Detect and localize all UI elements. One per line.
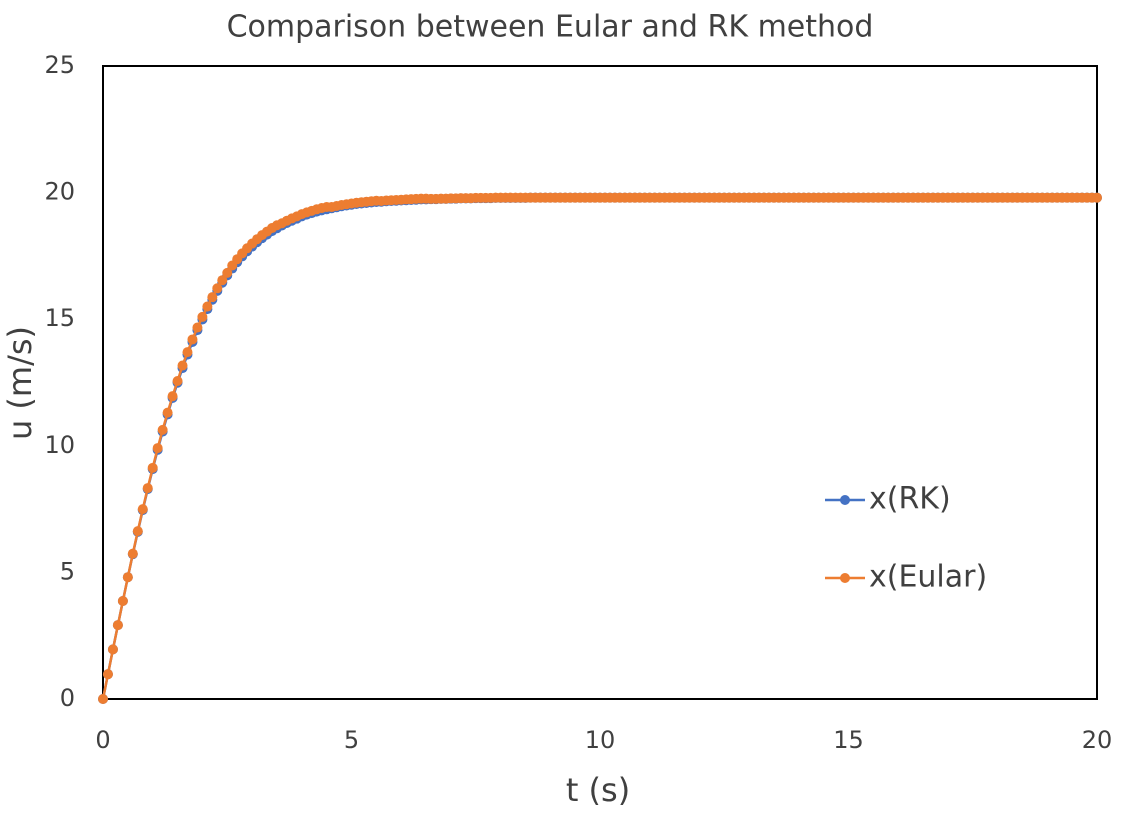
data-point xyxy=(122,572,133,583)
data-point xyxy=(142,483,153,494)
x-tick-label: 5 xyxy=(344,726,359,754)
data-point xyxy=(222,267,233,278)
data-point xyxy=(147,462,158,473)
y-tick-label: 25 xyxy=(44,51,75,79)
data-point xyxy=(217,275,228,286)
legend-marker xyxy=(840,573,850,583)
data-point xyxy=(132,526,143,537)
y-tick-label: 0 xyxy=(60,684,75,712)
data-point xyxy=(202,301,213,312)
plot-frame xyxy=(102,65,1098,700)
data-point xyxy=(177,360,188,371)
x-tick-label: 20 xyxy=(1082,726,1113,754)
y-tick-label: 15 xyxy=(44,304,75,332)
data-point xyxy=(207,292,218,303)
data-point xyxy=(102,669,113,680)
data-point xyxy=(197,311,208,322)
data-point xyxy=(1092,192,1102,203)
y-tick-label: 20 xyxy=(44,178,75,206)
data-point xyxy=(157,424,168,435)
x-tick-label: 15 xyxy=(833,726,864,754)
data-point xyxy=(187,334,198,345)
x-axis-label: t (s) xyxy=(566,771,630,809)
data-point xyxy=(117,596,128,607)
data-point xyxy=(167,391,178,402)
data-point xyxy=(192,322,203,333)
y-tick-label: 5 xyxy=(60,557,75,585)
data-point xyxy=(112,620,123,631)
data-point xyxy=(152,443,163,454)
data-point xyxy=(98,694,108,704)
series-line xyxy=(101,196,1097,700)
data-point xyxy=(162,407,173,418)
data-point xyxy=(137,504,148,515)
data-point xyxy=(107,644,118,655)
data-point xyxy=(172,375,183,386)
x-tick-label: 0 xyxy=(95,726,110,754)
legend-label: x(RK) xyxy=(869,482,951,517)
data-point xyxy=(212,283,223,294)
data-point xyxy=(127,548,138,559)
data-point xyxy=(182,347,193,358)
legend-label: x(Eular) xyxy=(869,560,987,595)
legend-marker xyxy=(840,495,850,505)
x-tick-label: 10 xyxy=(585,726,616,754)
y-tick-label: 10 xyxy=(44,431,75,459)
chart-title: Comparison between Eular and RK method xyxy=(227,10,874,45)
series-line xyxy=(101,196,1097,700)
y-axis-label: u (m/s) xyxy=(1,326,39,440)
